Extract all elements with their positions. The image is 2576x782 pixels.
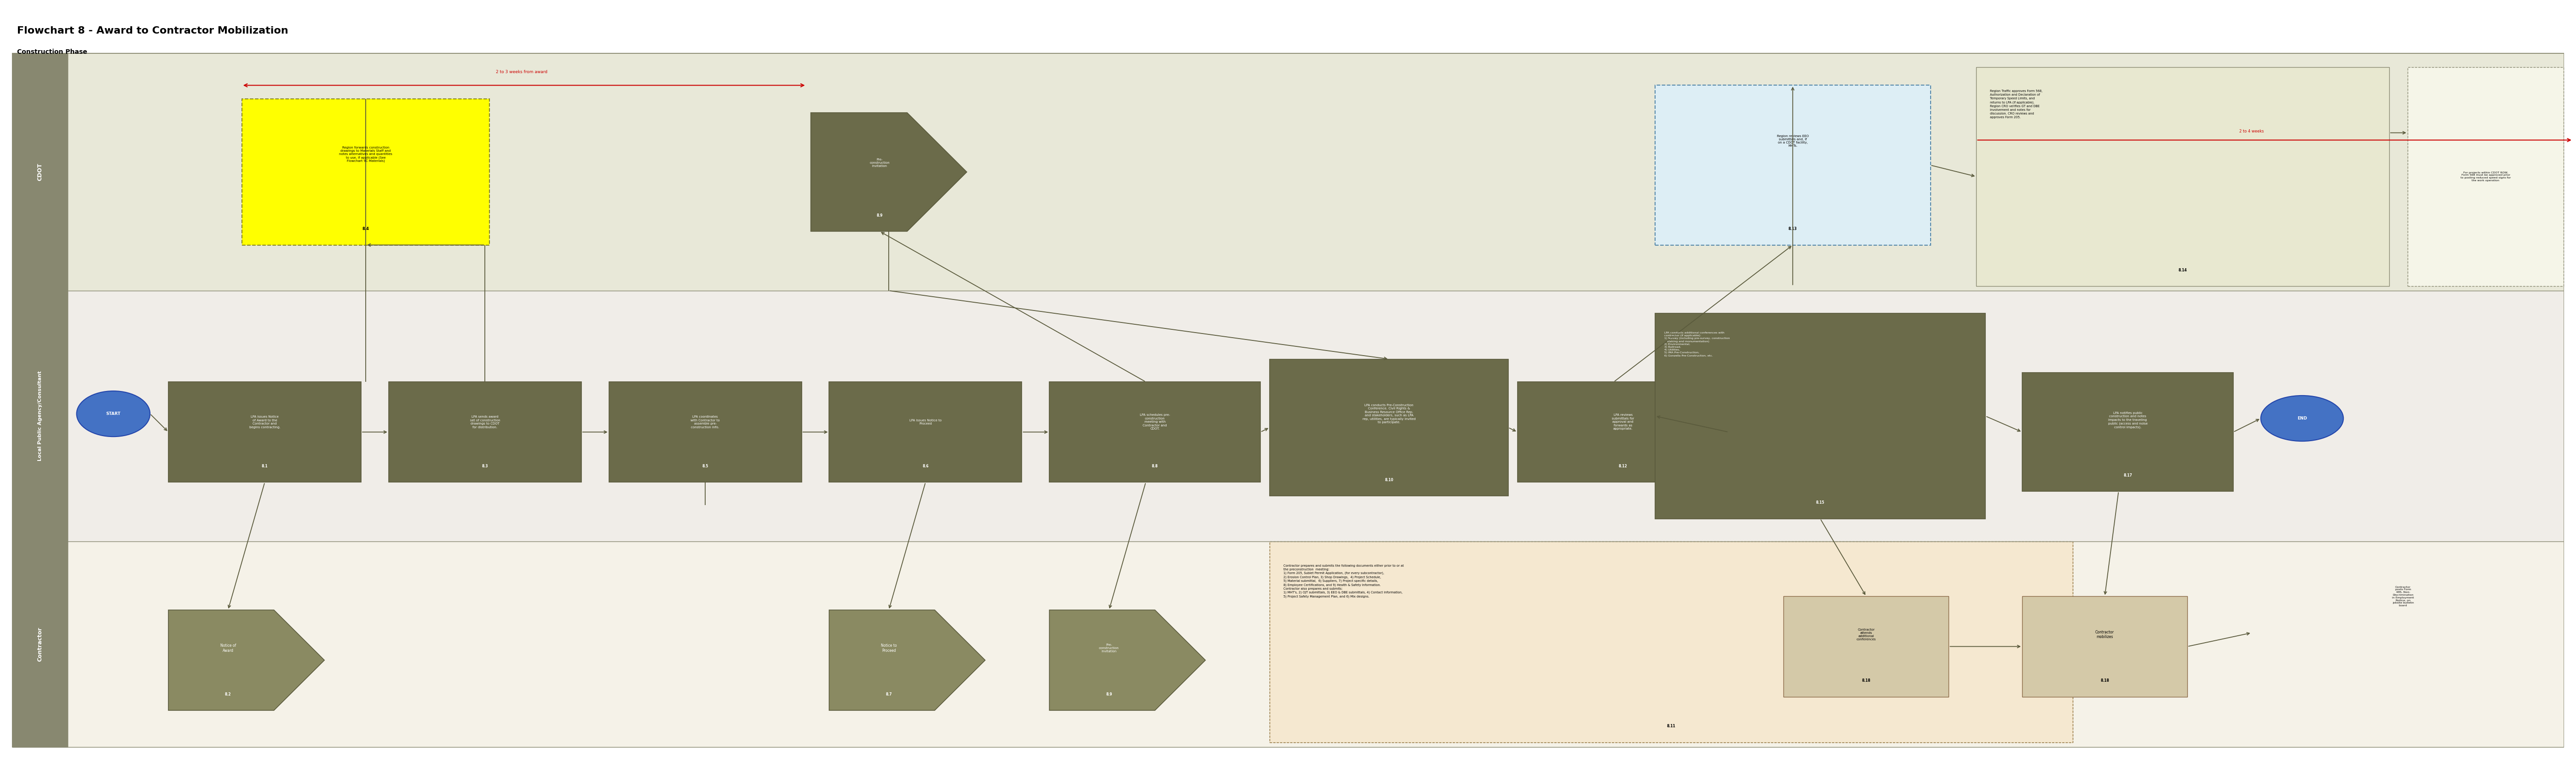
Text: Contractor: Contractor [36,627,44,662]
Text: Contractor
attends
additional
conferences: Contractor attends additional conference… [1857,628,1875,640]
Text: 8.15: 8.15 [1816,500,1824,505]
Ellipse shape [2262,396,2344,441]
FancyBboxPatch shape [2409,67,2563,286]
Text: 8.2: 8.2 [224,692,232,697]
Text: Pre-
construction
invitation: Pre- construction invitation [1100,644,1118,653]
Text: Flowchart 8 - Award to Contractor Mobilization: Flowchart 8 - Award to Contractor Mobili… [18,26,289,35]
FancyBboxPatch shape [608,382,801,482]
FancyBboxPatch shape [13,53,2563,291]
Text: Notice to
Proceed: Notice to Proceed [881,644,896,653]
Text: LPA schedules pre-
construction
meeting with
Contractor and
CDOT.: LPA schedules pre- construction meeting … [1139,414,1170,430]
Text: 8.17: 8.17 [2123,473,2133,478]
Text: 8.9: 8.9 [1105,692,1113,697]
Text: LPA reviews
submittals for
approval and
forwards as
appropriate.: LPA reviews submittals for approval and … [1613,414,1633,430]
FancyBboxPatch shape [13,542,2563,747]
FancyBboxPatch shape [1656,314,1986,518]
FancyBboxPatch shape [829,382,1023,482]
Text: 8.11: 8.11 [1667,724,1674,728]
Text: Construction Phase: Construction Phase [18,48,88,56]
Text: 8.4: 8.4 [363,227,368,231]
Polygon shape [829,610,984,710]
FancyBboxPatch shape [13,542,67,747]
Text: 8.14: 8.14 [2179,268,2187,272]
Text: Region reviews EEO
submittals and, if
on a CDOT facility,
MHTs.: Region reviews EEO submittals and, if on… [1777,135,1808,148]
Text: 8.3: 8.3 [482,465,487,468]
FancyBboxPatch shape [167,382,361,482]
Ellipse shape [77,391,149,436]
FancyBboxPatch shape [1270,359,1510,496]
FancyBboxPatch shape [1783,597,1950,697]
FancyBboxPatch shape [2022,373,2233,491]
Polygon shape [811,113,966,231]
Text: 2 to 4 weeks: 2 to 4 weeks [2239,129,2264,133]
FancyBboxPatch shape [2022,597,2187,697]
Text: 2 to 3 weeks from award: 2 to 3 weeks from award [497,70,549,74]
Text: Contractor prepares and submits the following documents either prior to or at
th: Contractor prepares and submits the foll… [1283,565,1404,598]
Text: 8.18: 8.18 [2099,679,2110,683]
Text: 8.5: 8.5 [703,465,708,468]
FancyBboxPatch shape [13,53,67,291]
Text: END: END [2298,416,2308,421]
Text: LPA sends award
set of construction
drawings to CDOT
for distribution.: LPA sends award set of construction draw… [469,415,500,429]
Polygon shape [1048,610,1206,710]
FancyBboxPatch shape [242,99,489,245]
FancyBboxPatch shape [1976,67,2391,286]
Text: Region forwards construction
drawings to Materials Staff and
notes alternatives : Region forwards construction drawings to… [340,146,392,163]
FancyBboxPatch shape [13,291,67,542]
Text: Local Public Agency/Consultant: Local Public Agency/Consultant [39,371,41,461]
Text: LPA conducts Pre-Construction
Conference. Civil Rights &
Business Resource Offic: LPA conducts Pre-Construction Conference… [1363,404,1417,424]
Text: Contractor
mobilizes: Contractor mobilizes [2094,630,2115,639]
Text: LPA issues Notice to
Proceed: LPA issues Notice to Proceed [909,419,943,425]
Text: Notice of
Award: Notice of Award [219,644,237,653]
Text: 8.6: 8.6 [922,465,927,468]
FancyBboxPatch shape [389,382,582,482]
Text: LPA notifies public
construction and notes
impacts to the traveling
public (acce: LPA notifies public construction and not… [2107,411,2148,429]
FancyBboxPatch shape [1656,85,1929,245]
Text: START: START [106,412,121,416]
Text: 8.8: 8.8 [1151,465,1159,468]
Text: Region Traffic approves Form 568,
Authorization and Declaration of
Temporary Spe: Region Traffic approves Form 568, Author… [1991,90,2043,119]
Text: 8.1: 8.1 [263,465,268,468]
Text: Contractor
posts Form
485, Non-
Discrimination
in Employment
Notice, on
jobsite : Contractor posts Form 485, Non- Discrimi… [2393,586,2414,607]
Text: 8.13: 8.13 [1788,227,1798,231]
Text: LPA coordinates
with Contractor to
assemble pre-
construction info.: LPA coordinates with Contractor to assem… [690,415,719,429]
Text: Pre-
construction
invitation: Pre- construction invitation [871,158,889,167]
Text: 8.9: 8.9 [876,213,884,217]
FancyBboxPatch shape [1048,382,1260,482]
Text: LPA conducts additional conferences with
contractor (if applicable):
1) Survey (: LPA conducts additional conferences with… [1664,332,1731,357]
Text: 8.12: 8.12 [1618,465,1628,468]
Text: 8.10: 8.10 [1386,478,1394,482]
FancyBboxPatch shape [1517,382,1728,482]
Polygon shape [167,610,325,710]
Text: CDOT: CDOT [36,163,44,181]
Text: 8.18: 8.18 [1862,679,1870,683]
Text: 8.7: 8.7 [886,692,891,697]
Text: LPA issues Notice
of Award to the
Contractor and
begins contracting.: LPA issues Notice of Award to the Contra… [250,415,281,429]
FancyBboxPatch shape [1270,542,2074,742]
FancyBboxPatch shape [13,291,2563,542]
FancyBboxPatch shape [13,53,2563,747]
Text: For projects within CDOT ROW,
Form 568 must be approved prior
to posting reduced: For projects within CDOT ROW, Form 568 m… [2460,171,2512,181]
